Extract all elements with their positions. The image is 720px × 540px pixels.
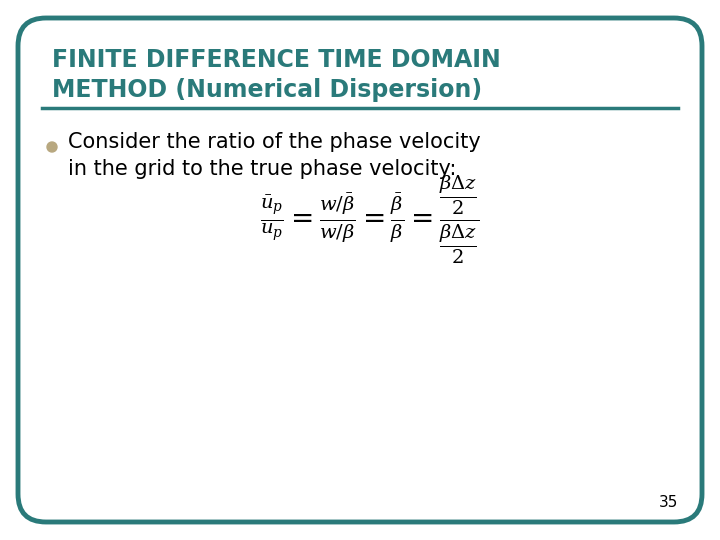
Text: 35: 35 [659,495,678,510]
Text: Consider the ratio of the phase velocity: Consider the ratio of the phase velocity [68,132,481,152]
Text: FINITE DIFFERENCE TIME DOMAIN: FINITE DIFFERENCE TIME DOMAIN [52,48,500,72]
Circle shape [47,142,57,152]
Text: METHOD (Numerical Dispersion): METHOD (Numerical Dispersion) [52,78,482,102]
Text: in the grid to the true phase velocity:: in the grid to the true phase velocity: [68,159,456,179]
FancyBboxPatch shape [18,18,702,522]
Text: $\frac{\bar{u}_p}{u_p} = \frac{w/\bar{\beta}}{w/\beta} = \frac{\bar{\beta}}{\bet: $\frac{\bar{u}_p}{u_p} = \frac{w/\bar{\b… [261,174,480,266]
